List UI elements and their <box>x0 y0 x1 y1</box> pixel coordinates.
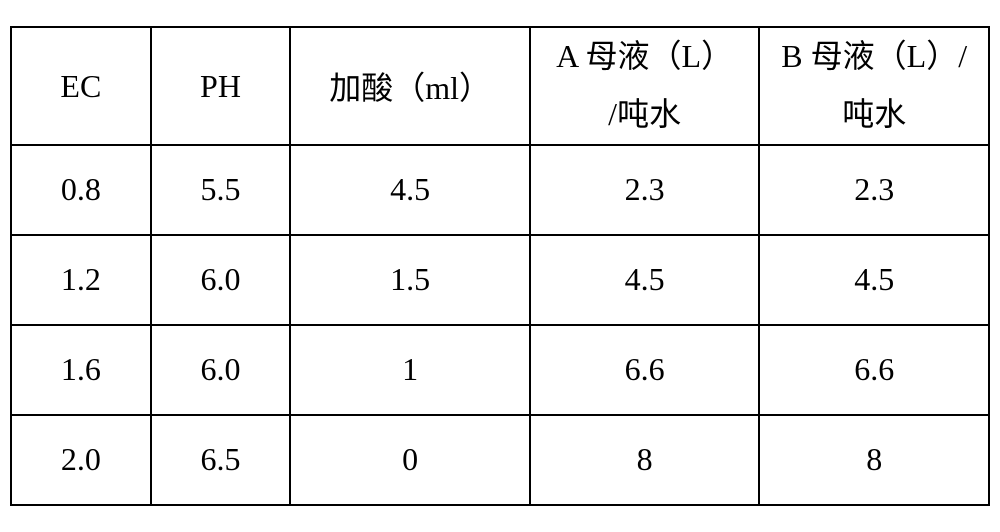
cell-value: 6.5 <box>201 441 241 477</box>
cell-b-solution: 8 <box>759 415 989 505</box>
cell-value: 4.5 <box>625 261 665 297</box>
header-ec: EC <box>11 27 151 144</box>
cell-acid: 1 <box>290 325 530 415</box>
cell-value: 2.3 <box>625 171 665 207</box>
cell-value: 2.3 <box>854 171 894 207</box>
cell-value: 4.5 <box>390 171 430 207</box>
cell-ph: 6.5 <box>151 415 291 505</box>
cell-b-solution: 2.3 <box>759 145 989 235</box>
cell-value: 1.5 <box>390 261 430 297</box>
cell-value: 6.0 <box>201 351 241 387</box>
cell-value: 6.6 <box>854 351 894 387</box>
cell-ec: 1.6 <box>11 325 151 415</box>
header-ph: PH <box>151 27 291 144</box>
header-label: EC <box>60 68 101 104</box>
header-label-line1: A 母液（L） <box>556 38 733 74</box>
cell-b-solution: 6.6 <box>759 325 989 415</box>
header-b-solution: B 母液（L）/ 吨水 <box>759 27 989 144</box>
table-header-row: EC PH 加酸（ml） A 母液（L） /吨水 B 母液（L）/ 吨水 <box>11 27 989 144</box>
cell-ph: 6.0 <box>151 325 291 415</box>
header-a-solution: A 母液（L） /吨水 <box>530 27 760 144</box>
cell-value: 1.2 <box>61 261 101 297</box>
header-label-line2: 吨水 <box>842 96 906 132</box>
cell-acid: 4.5 <box>290 145 530 235</box>
cell-value: 6.6 <box>625 351 665 387</box>
cell-value: 8 <box>637 441 653 477</box>
cell-acid: 1.5 <box>290 235 530 325</box>
cell-value: 2.0 <box>61 441 101 477</box>
cell-b-solution: 4.5 <box>759 235 989 325</box>
cell-acid: 0 <box>290 415 530 505</box>
header-label: PH <box>200 68 241 104</box>
cell-ph: 6.0 <box>151 235 291 325</box>
cell-value: 1.6 <box>61 351 101 387</box>
table-row: 1.2 6.0 1.5 4.5 4.5 <box>11 235 989 325</box>
cell-value: 0 <box>402 441 418 477</box>
cell-ec: 2.0 <box>11 415 151 505</box>
cell-a-solution: 8 <box>530 415 760 505</box>
cell-value: 5.5 <box>201 171 241 207</box>
cell-value: 4.5 <box>854 261 894 297</box>
table-row: 0.8 5.5 4.5 2.3 2.3 <box>11 145 989 235</box>
cell-value: 6.0 <box>201 261 241 297</box>
cell-value: 8 <box>866 441 882 477</box>
header-acid: 加酸（ml） <box>290 27 530 144</box>
cell-value: 1 <box>402 351 418 387</box>
table-row: 1.6 6.0 1 6.6 6.6 <box>11 325 989 415</box>
cell-a-solution: 4.5 <box>530 235 760 325</box>
header-label: 加酸（ml） <box>329 70 491 106</box>
header-label-line2: /吨水 <box>608 96 681 132</box>
cell-ec: 0.8 <box>11 145 151 235</box>
cell-a-solution: 2.3 <box>530 145 760 235</box>
data-table: EC PH 加酸（ml） A 母液（L） /吨水 B 母液（L）/ 吨水 <box>10 26 990 505</box>
cell-ec: 1.2 <box>11 235 151 325</box>
cell-value: 0.8 <box>61 171 101 207</box>
table-container: EC PH 加酸（ml） A 母液（L） /吨水 B 母液（L）/ 吨水 <box>0 16 1000 515</box>
table-row: 2.0 6.5 0 8 8 <box>11 415 989 505</box>
cell-ph: 5.5 <box>151 145 291 235</box>
header-label-line1: B 母液（L）/ <box>781 38 967 74</box>
cell-a-solution: 6.6 <box>530 325 760 415</box>
